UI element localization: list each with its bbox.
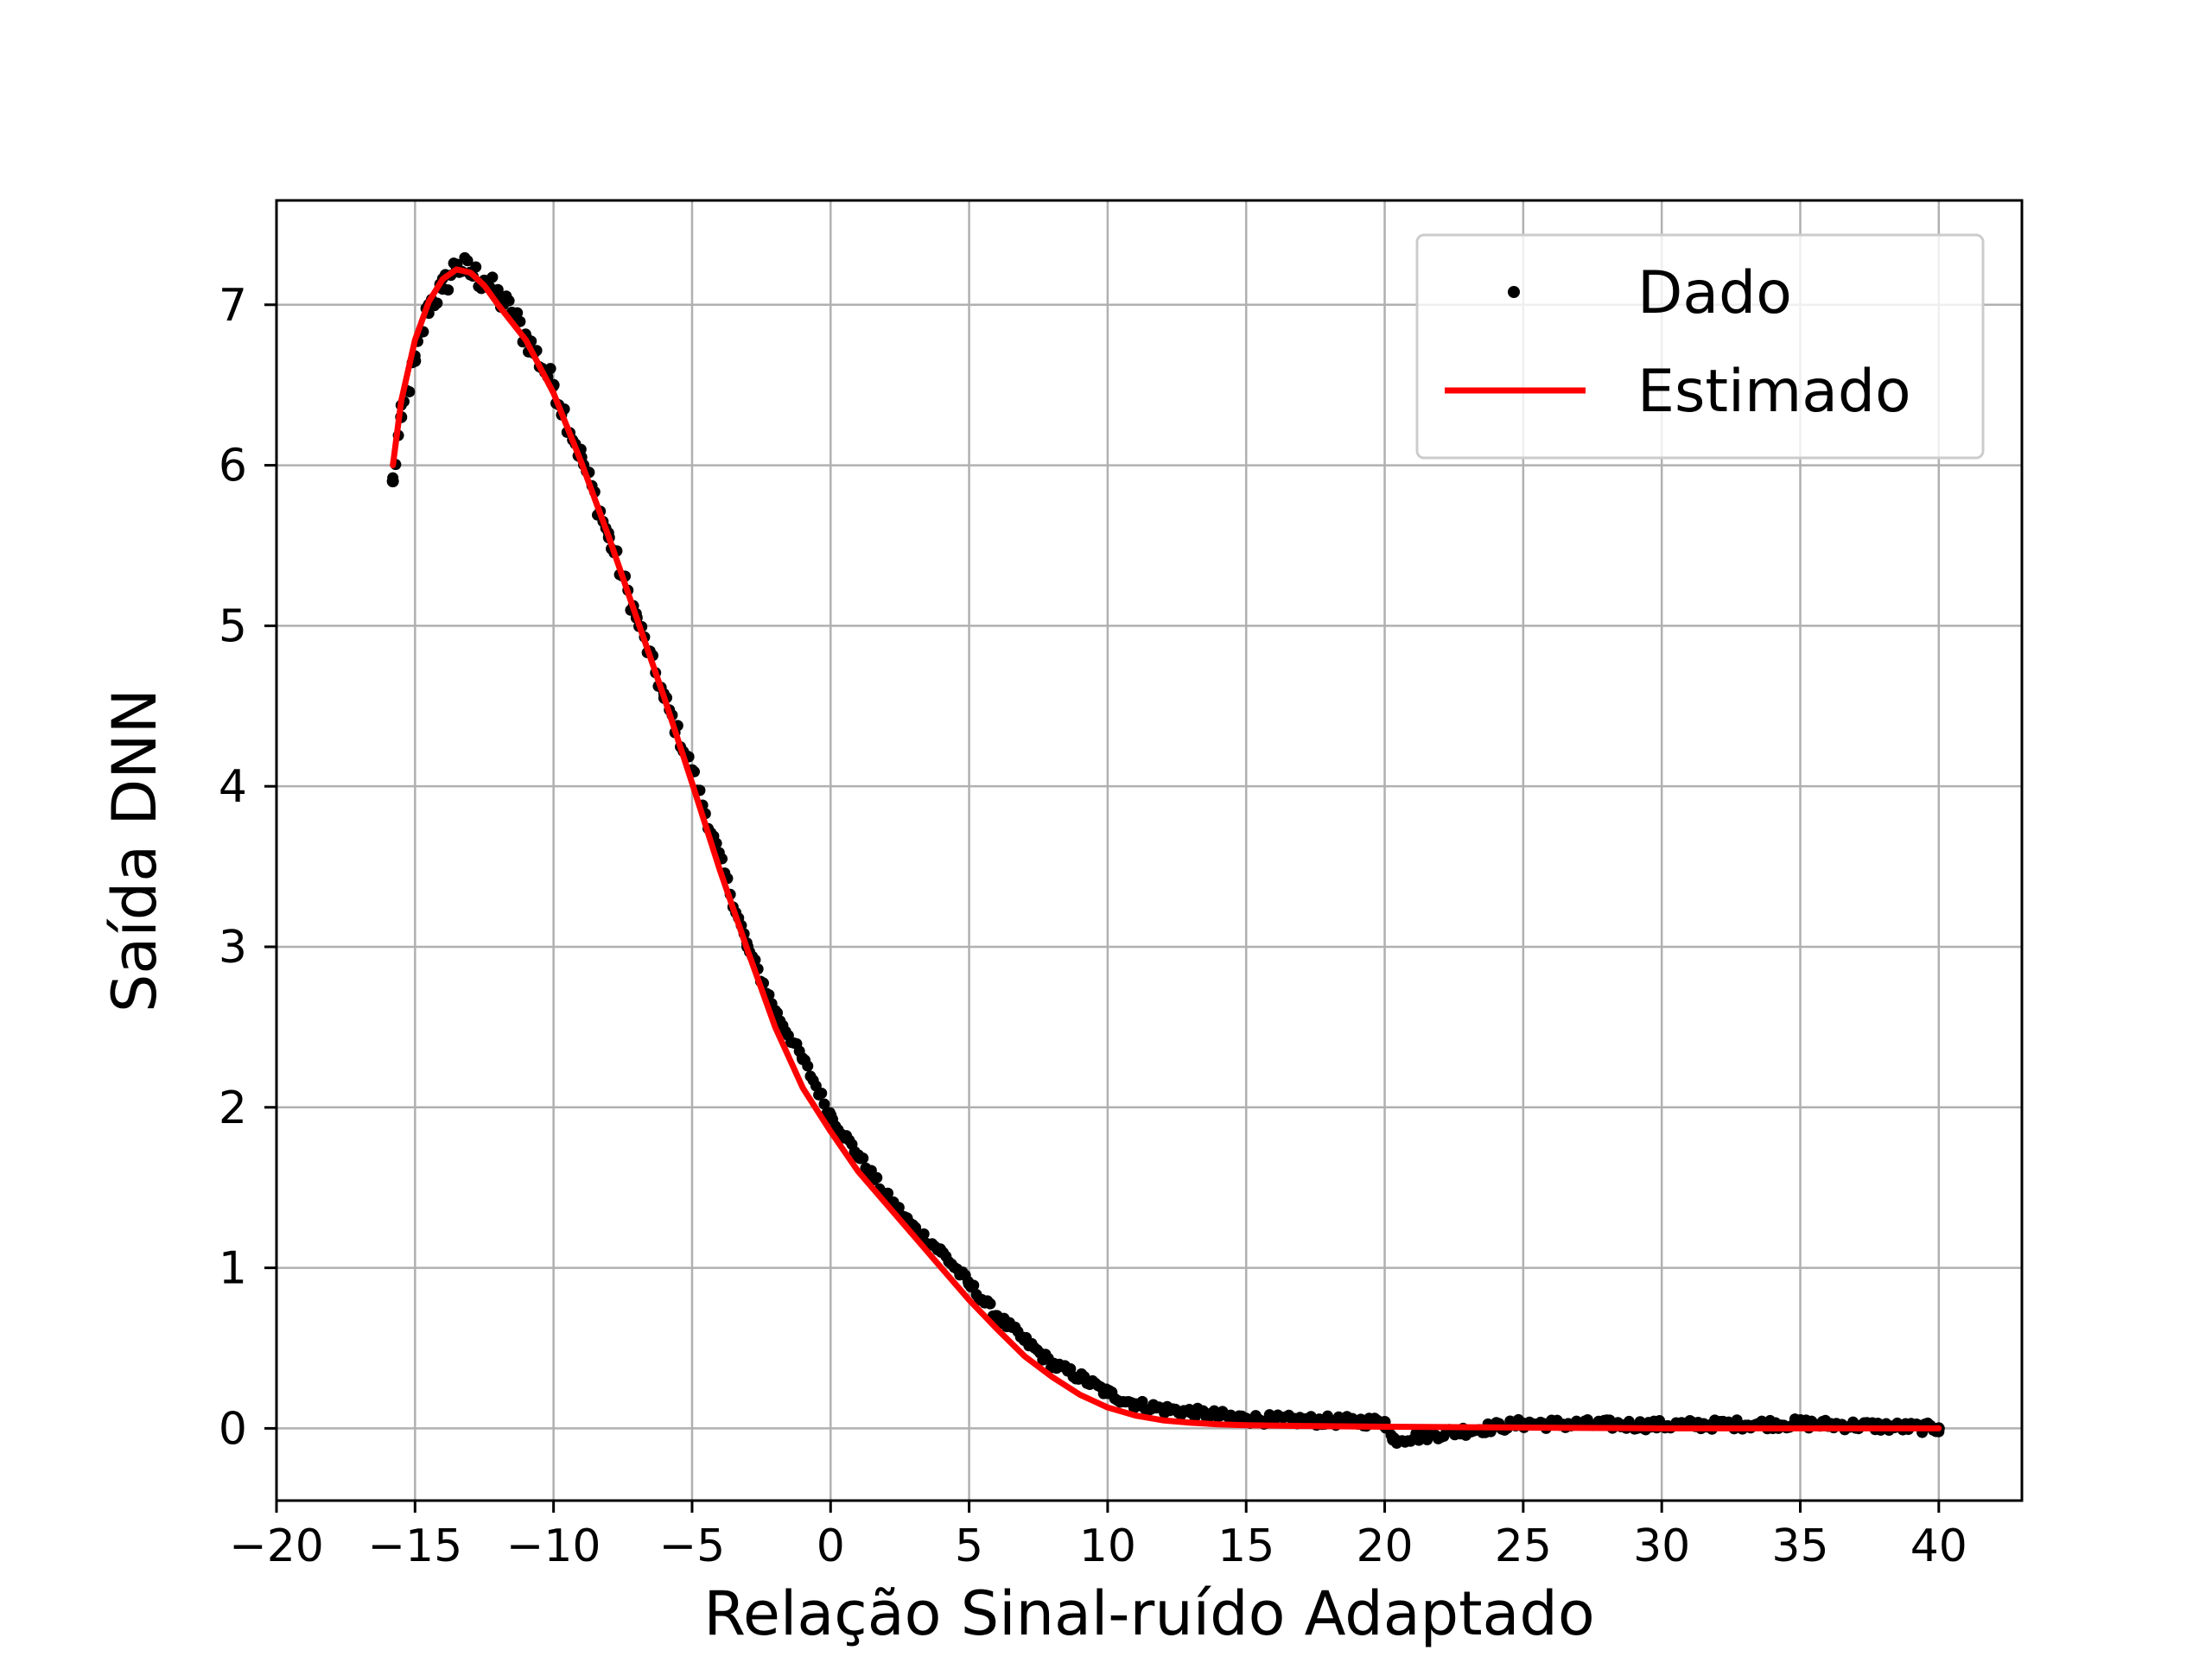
x-tick-label: −15: [367, 1520, 462, 1572]
x-tick-label: −5: [659, 1520, 726, 1572]
data-point: [918, 1228, 930, 1240]
data-point: [857, 1152, 869, 1165]
x-tick-label: 15: [1217, 1520, 1274, 1572]
x-tick-label: 0: [817, 1520, 845, 1572]
data-point: [470, 261, 482, 273]
data-point: [802, 1060, 814, 1072]
x-tick-label: 20: [1356, 1520, 1413, 1572]
data-point: [486, 271, 499, 283]
data-point: [387, 472, 399, 484]
data-point: [431, 297, 443, 309]
y-axis-label: Saída DNN: [99, 689, 170, 1012]
data-point: [544, 363, 556, 375]
data-point: [503, 295, 515, 307]
x-tick-label: −20: [229, 1520, 324, 1572]
legend-label-estimado: Estimado: [1637, 358, 1911, 426]
y-tick-label: 4: [219, 761, 247, 813]
data-point: [492, 283, 504, 295]
data-point: [882, 1187, 894, 1199]
data-point: [818, 1098, 830, 1110]
line-series-estimado: [390, 266, 1942, 1431]
x-axis-label: Relação Sinal-ruído Adaptado: [703, 1578, 1594, 1649]
x-tick-label: 25: [1495, 1520, 1552, 1572]
data-point: [461, 255, 474, 267]
legend-box: [1415, 233, 1985, 460]
legend: Dado Estimado: [1415, 233, 1985, 460]
y-tick-label: 5: [219, 600, 247, 652]
data-point: [984, 1298, 996, 1310]
plot-frame: [275, 199, 2024, 1502]
x-tick-label: 10: [1079, 1520, 1136, 1572]
legend-label-dado: Dado: [1637, 259, 1792, 327]
x-tick-label: 30: [1633, 1520, 1690, 1572]
data-point: [512, 307, 524, 319]
y-tick-label: 6: [219, 441, 247, 492]
legend-marker-dado: [1508, 286, 1520, 298]
x-tick-label: 5: [955, 1520, 983, 1572]
y-tick-label: 7: [219, 280, 247, 332]
y-tick-label: 2: [219, 1082, 247, 1134]
y-tick-label: 3: [219, 922, 247, 974]
ticks: −20 −15 −10 −5 0 5 10 15 20 25 30 35 40 0 1 2 3 4 5 6 7: [219, 280, 1967, 1572]
x-tick-label: −10: [506, 1520, 601, 1572]
data-point: [968, 1279, 980, 1292]
data-point: [442, 284, 454, 296]
x-tick-label: 40: [1910, 1520, 1967, 1572]
x-tick-label: 35: [1771, 1520, 1828, 1572]
y-tick-label: 0: [219, 1403, 247, 1455]
series-layer: [386, 251, 1945, 1450]
data-point: [816, 1087, 828, 1099]
data-point: [871, 1171, 883, 1184]
y-tick-label: 1: [219, 1243, 247, 1295]
